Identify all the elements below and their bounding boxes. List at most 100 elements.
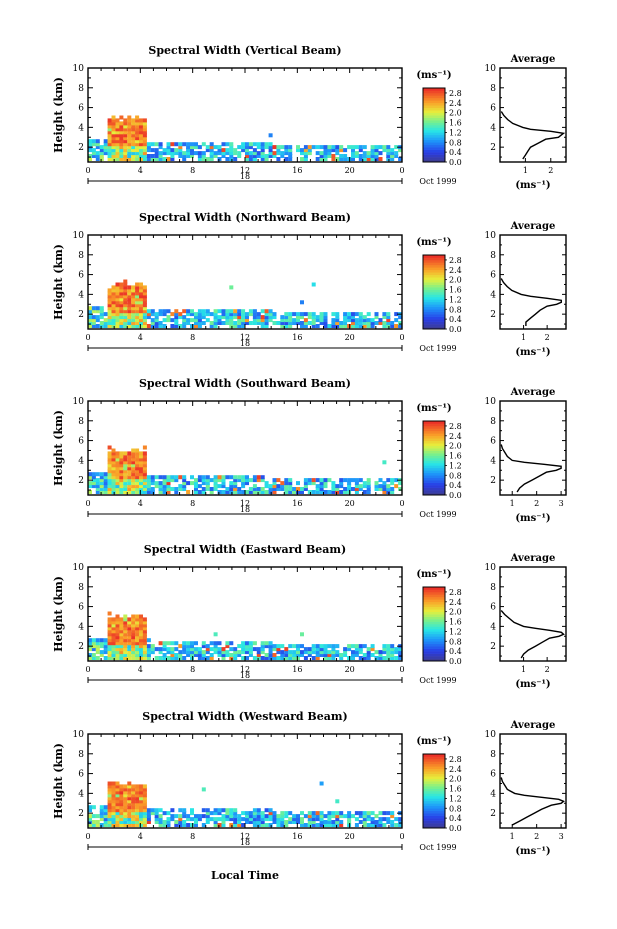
heatmap-cell [370,145,375,150]
heatmap-cell [119,484,124,489]
heatmap-cell [233,157,238,161]
heatmap-cell [131,808,136,813]
colorbar-swatch [423,482,445,486]
heatmap-cell [111,635,116,640]
heatmap-cell [139,451,143,456]
heatmap-cell [186,641,191,646]
heatmap-cell [315,318,320,323]
heatmap-cell [123,787,128,792]
heatmap-cell [131,312,136,317]
heatmap-cell [111,650,116,655]
heatmap-cell [127,490,132,494]
heatmap-cell [186,481,191,486]
heatmap-cell [107,466,112,471]
heatmap-cell [99,475,104,480]
colorbar-tick-label: 2.0 [449,775,462,784]
heatmap-cell [205,478,210,483]
heatmap-cell [127,291,132,296]
heatmap-cell [311,656,316,660]
heatmap-cell [197,647,202,652]
heatmap-cell [135,478,140,483]
heatmap-cell [331,647,336,652]
heatmap-cell [119,811,124,816]
heatmap-cell [194,315,198,320]
heatmap-cell [194,817,198,822]
heatmap-cell [268,644,273,649]
heatmap-cell [351,814,355,819]
heatmap-cell [123,475,128,480]
heatmap-cell [174,653,179,657]
heatmap-cell [139,460,143,465]
heatmap-cell [347,814,352,819]
heatmap-cell [190,312,194,317]
heatmap-cell [315,487,320,491]
heatmap-cell [245,814,249,819]
heatmap-cell [386,653,391,657]
heatmap-cell [382,321,387,325]
heatmap-cell [146,484,151,489]
heatmap-cell [221,656,226,660]
heatmap-cell [311,820,316,824]
heatmap-cell [354,811,359,816]
colorbar-label: (ms⁻¹) [416,403,451,414]
heatmap-cell [272,481,277,486]
heatmap-cell [131,133,136,138]
heatmap-cell [103,478,108,483]
heatmap-cell [268,318,273,323]
heatmap-cell [362,154,367,158]
heatmap-cell [241,650,246,655]
heatmap-cell [146,820,151,824]
heatmap-cell [280,315,285,320]
heatmap-cell [123,139,128,144]
heatmap-cell [115,451,120,456]
heatmap-cell [91,484,96,489]
heatmap-cell [213,484,218,489]
heatmap-cell [139,463,143,468]
y-tick-label: 10 [73,397,85,407]
heatmap-cell [386,820,391,824]
heatmap-cell [386,490,391,494]
heatmap-cell [127,115,132,120]
colorbar-swatch [423,487,445,491]
heatmap-cell [123,318,128,323]
heatmap-cell [146,148,151,153]
heatmap-cell [123,288,128,293]
heatmap-cell [158,814,163,819]
heatmap-cell [95,487,100,491]
heatmap-cell [374,650,379,655]
heatmap-cell [190,808,194,813]
heatmap-cell [335,145,340,150]
x-tick-label: 16 [292,832,302,841]
colorbar-tick-label: 1.2 [449,128,462,137]
heatmap-cell [245,811,249,816]
heatmap-cell [245,817,249,822]
heatmap-cell [131,472,136,477]
heatmap-cell [374,145,379,150]
heatmap-cell [390,154,395,158]
heatmap-cell [225,321,230,325]
heatmap-cell [205,318,210,323]
heatmap-cell [256,142,261,147]
heatmap-cell [142,118,147,123]
heatmap-cell [88,653,92,657]
x-tick-label: 12 [240,665,250,674]
heatmap-cell [162,656,167,660]
heatmap-cell [174,478,179,483]
colorbar-swatch [423,255,445,258]
heatmap-cell [343,154,348,158]
heatmap-cell [221,481,226,486]
heatmap-cell [296,650,300,655]
heatmap-cell [154,154,159,158]
heatmap-cell [382,656,387,660]
heatmap-cell [194,641,198,646]
heatmap-cell [111,626,116,631]
average-x-tick-label: 1 [521,665,526,674]
heatmap-cell [131,790,136,795]
heatmap-cell [280,318,285,323]
heatmap-cell [123,466,128,471]
heatmap-cell [142,472,147,477]
heatmap-cell [107,451,112,456]
heatmap-cell [131,793,136,798]
heatmap-cell [284,650,289,655]
heatmap-cell [319,481,324,486]
